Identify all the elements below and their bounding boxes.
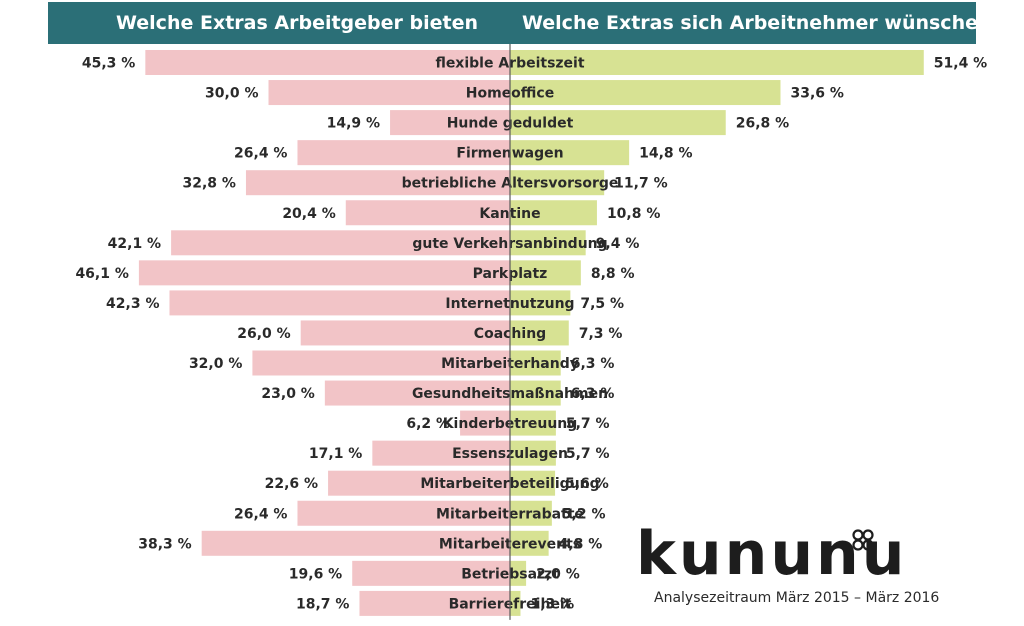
employee-bar (510, 110, 726, 136)
employee-value-label: 11,7 % (614, 176, 667, 192)
employer-value-label: 30,0 % (205, 86, 258, 102)
employee-value-label: 2,0 % (536, 566, 580, 582)
employee-value-label: 5,7 % (566, 446, 610, 462)
chart-header: Welche Extras Arbeitgeber bieten Welche … (48, 2, 992, 44)
employer-value-label: 26,0 % (237, 326, 290, 342)
employee-wishes-title: Welche Extras sich Arbeitnehmer wünschen (522, 12, 992, 34)
employer-bar (201, 530, 510, 556)
employer-value-label: 20,4 % (282, 206, 335, 222)
employee-bar (510, 290, 571, 316)
employer-value-label: 46,1 % (75, 266, 128, 282)
employer-bar (324, 380, 510, 406)
employer-value-label: 14,9 % (327, 116, 380, 132)
employee-value-label: 51,4 % (934, 56, 987, 72)
employee-bar (510, 260, 581, 286)
employer-value-label: 23,0 % (261, 386, 314, 402)
employer-bar (252, 350, 510, 376)
employer-value-label: 6,2 % (406, 416, 450, 432)
employer-offers-title: Welche Extras Arbeitgeber bieten (116, 12, 479, 34)
employer-bar (169, 290, 511, 316)
employee-bar (510, 590, 521, 616)
employee-value-label: 7,3 % (579, 326, 623, 342)
employee-bar (510, 380, 561, 406)
employee-value-label: 5,6 % (565, 476, 609, 492)
employer-value-label: 17,1 % (309, 446, 362, 462)
employee-value-label: 26,8 % (736, 116, 789, 132)
employee-value-label: 7,5 % (580, 296, 624, 312)
employee-bar (510, 170, 605, 196)
employee-value-label: 9,4 % (596, 236, 640, 252)
employer-value-label: 38,3 % (138, 536, 191, 552)
employee-bar (510, 500, 552, 526)
employee-value-label: 6,3 % (571, 356, 615, 372)
employer-bar (390, 110, 510, 136)
employer-bar (460, 410, 510, 436)
kununu-logo-mark-icon (852, 529, 874, 551)
employee-bar (510, 200, 597, 226)
employer-value-label: 32,0 % (189, 356, 242, 372)
employer-value-label: 32,8 % (183, 176, 236, 192)
employee-value-label: 4,8 % (559, 536, 603, 552)
employee-bar (510, 410, 556, 436)
employer-bar (138, 260, 510, 286)
employee-bar (510, 80, 781, 106)
employee-bar (510, 560, 527, 586)
employee-bar (510, 350, 561, 376)
employee-bar (510, 470, 556, 496)
employer-bar (171, 230, 510, 256)
employee-value-label: 33,6 % (790, 86, 843, 102)
analysis-period: Analysezeitraum März 2015 – März 2016 (654, 590, 940, 606)
employer-bar (372, 440, 510, 466)
employer-value-label: 45,3 % (82, 56, 135, 72)
employer-value-label: 26,4 % (234, 506, 287, 522)
employer-value-label: 19,6 % (289, 566, 342, 582)
employee-value-label: 5,7 % (566, 416, 610, 432)
employer-bar (328, 470, 510, 496)
employer-bar (345, 200, 510, 226)
employee-value-label: 6,3 % (571, 386, 615, 402)
employer-bar (352, 560, 510, 586)
employee-value-label: 5,2 % (562, 506, 606, 522)
employee-value-label: 8,8 % (591, 266, 635, 282)
employee-bar (510, 320, 569, 346)
employee-bar (510, 530, 549, 556)
employer-value-label: 42,3 % (106, 296, 159, 312)
employee-bar (510, 50, 924, 75)
employer-bar (297, 140, 510, 166)
employer-bar (245, 170, 510, 196)
employee-bar (510, 140, 630, 166)
employer-value-label: 26,4 % (234, 146, 287, 162)
employee-value-label: 1,3 % (530, 596, 574, 612)
employee-value-label: 10,8 % (607, 206, 660, 222)
employer-bar (268, 80, 510, 106)
kununu-logo: kununu (636, 519, 908, 589)
employee-value-label: 14,8 % (639, 146, 692, 162)
employer-value-label: 42,1 % (108, 236, 161, 252)
employer-bar (297, 500, 510, 526)
employee-bar (510, 230, 586, 256)
employer-value-label: 18,7 % (296, 596, 349, 612)
employer-value-label: 22,6 % (265, 476, 318, 492)
employee-bar (510, 440, 556, 466)
employer-bar (359, 590, 510, 616)
employer-bar (145, 50, 510, 75)
employer-bar (300, 320, 510, 346)
